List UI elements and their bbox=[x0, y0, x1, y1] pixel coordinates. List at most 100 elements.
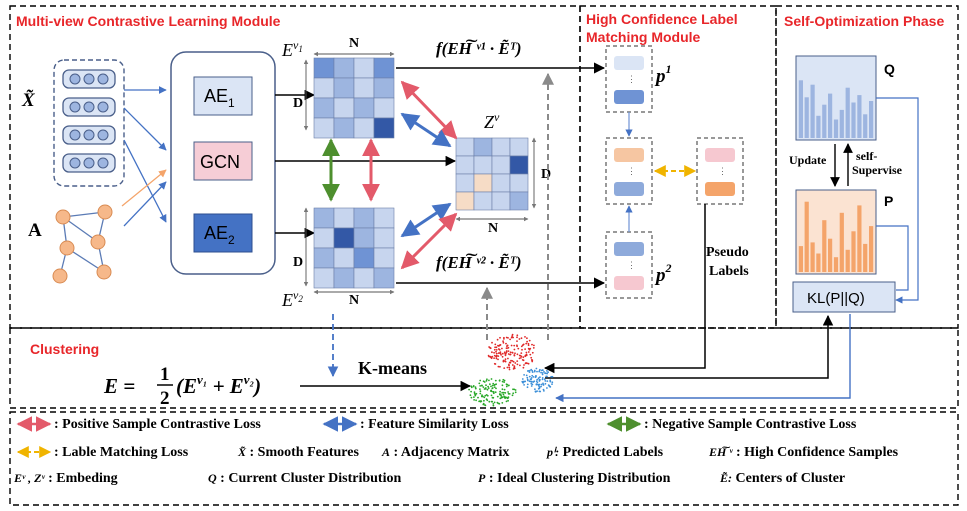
cluster-point bbox=[531, 360, 534, 363]
cluster-point bbox=[544, 372, 546, 375]
distribution-bar bbox=[857, 95, 862, 138]
cluster-point bbox=[487, 387, 490, 389]
cluster-point bbox=[504, 392, 507, 394]
hclm-module-frame bbox=[579, 5, 777, 329]
cluster-point bbox=[527, 344, 530, 347]
ev1-matrix bbox=[313, 57, 395, 139]
feature-dot bbox=[69, 101, 81, 113]
cluster-point bbox=[529, 380, 532, 383]
cluster-point bbox=[533, 344, 535, 347]
distribution-bar bbox=[857, 205, 862, 272]
cluster-point bbox=[516, 340, 518, 342]
matrix-cell bbox=[333, 97, 355, 119]
cluster-point bbox=[507, 350, 510, 352]
distribution-bar bbox=[810, 84, 815, 138]
q-to-kl-line bbox=[876, 97, 919, 304]
cluster-point bbox=[536, 378, 539, 381]
cluster-point bbox=[502, 341, 505, 344]
matrix-cell bbox=[373, 97, 395, 119]
cluster-point bbox=[479, 392, 482, 395]
cluster-point bbox=[475, 392, 478, 395]
legend-text: : Negative Sample Contrastive Loss bbox=[644, 417, 857, 432]
matrix-cell bbox=[491, 191, 511, 211]
distribution-bar bbox=[822, 104, 827, 138]
cluster-point bbox=[521, 344, 524, 347]
cluster-point bbox=[487, 385, 489, 388]
cluster-point bbox=[488, 379, 490, 382]
cluster-point bbox=[528, 369, 531, 372]
ae2-label: AE2 bbox=[204, 223, 235, 247]
cluster-point bbox=[520, 352, 523, 354]
cluster-point bbox=[530, 385, 533, 387]
matrix-cell bbox=[313, 267, 335, 289]
matrix-cell bbox=[473, 191, 493, 211]
legend-item: Eᵛ , Zᵛ : Embeding bbox=[13, 471, 118, 486]
cluster-point bbox=[531, 369, 534, 372]
cluster-point bbox=[521, 378, 524, 380]
cluster-point bbox=[481, 384, 483, 387]
cluster-point bbox=[493, 386, 496, 388]
cluster-point bbox=[513, 365, 516, 368]
cluster-point bbox=[529, 347, 532, 350]
cluster-point bbox=[544, 380, 547, 382]
encoder-container bbox=[170, 51, 276, 275]
clustering-title: Clustering bbox=[30, 341, 99, 357]
cluster-point bbox=[541, 372, 544, 374]
ev2-label: Ev2 bbox=[281, 288, 303, 310]
cluster-point bbox=[507, 399, 509, 402]
cluster-point bbox=[511, 352, 514, 354]
ev1-label: Ev1 bbox=[281, 38, 303, 60]
legend-text: : Current Cluster Distribution bbox=[217, 471, 402, 486]
cluster-point bbox=[501, 347, 503, 350]
matrix-cell bbox=[313, 227, 335, 249]
matrix-cell bbox=[455, 191, 475, 211]
legend-symbol: Ẽ: bbox=[719, 471, 732, 485]
cluster-point bbox=[508, 361, 511, 364]
pseudo-box bbox=[696, 137, 744, 205]
mid-box bbox=[605, 137, 653, 205]
legend-text: : Embeding bbox=[45, 471, 118, 486]
cluster-point bbox=[518, 338, 521, 340]
cluster-point bbox=[541, 377, 544, 379]
distribution-bar bbox=[845, 249, 850, 272]
matrix-cell bbox=[313, 97, 335, 119]
cluster-point bbox=[491, 384, 494, 387]
matrix-cell bbox=[313, 247, 335, 269]
distribution-bar bbox=[845, 87, 850, 138]
cluster-point bbox=[483, 399, 485, 402]
a-label: A bbox=[28, 220, 42, 241]
p-label: P bbox=[884, 193, 893, 209]
distribution-bar bbox=[816, 253, 821, 272]
cluster-point bbox=[531, 374, 534, 377]
distribution-bar bbox=[839, 212, 844, 272]
feature-dot bbox=[97, 129, 109, 141]
cluster-point bbox=[503, 367, 506, 369]
matrix-cell bbox=[473, 173, 493, 193]
cluster-point bbox=[524, 336, 526, 338]
ae2-box bbox=[193, 213, 253, 253]
cluster-point bbox=[493, 354, 496, 357]
cluster-point bbox=[493, 357, 495, 359]
cluster-point bbox=[483, 396, 486, 399]
q-bars bbox=[798, 80, 874, 138]
matrix-cell bbox=[353, 227, 375, 249]
cluster-point bbox=[542, 369, 544, 371]
cluster-point bbox=[538, 369, 541, 372]
matrix-cell bbox=[491, 155, 511, 175]
ae1-box bbox=[193, 76, 253, 116]
cluster-point bbox=[502, 391, 505, 394]
feature-dot bbox=[69, 73, 81, 85]
cluster-point bbox=[526, 379, 529, 382]
cluster-point bbox=[523, 384, 525, 386]
cluster-point bbox=[498, 402, 501, 405]
cluster-point bbox=[546, 387, 548, 389]
matrix-cell bbox=[353, 57, 375, 79]
cluster-point bbox=[507, 391, 509, 393]
cluster-point bbox=[543, 390, 545, 392]
cluster-point bbox=[479, 385, 482, 387]
cluster-point bbox=[504, 353, 507, 355]
cluster-point bbox=[505, 385, 508, 388]
cluster-point bbox=[479, 379, 482, 382]
cluster-point bbox=[514, 391, 517, 394]
cluster-point bbox=[497, 352, 500, 354]
